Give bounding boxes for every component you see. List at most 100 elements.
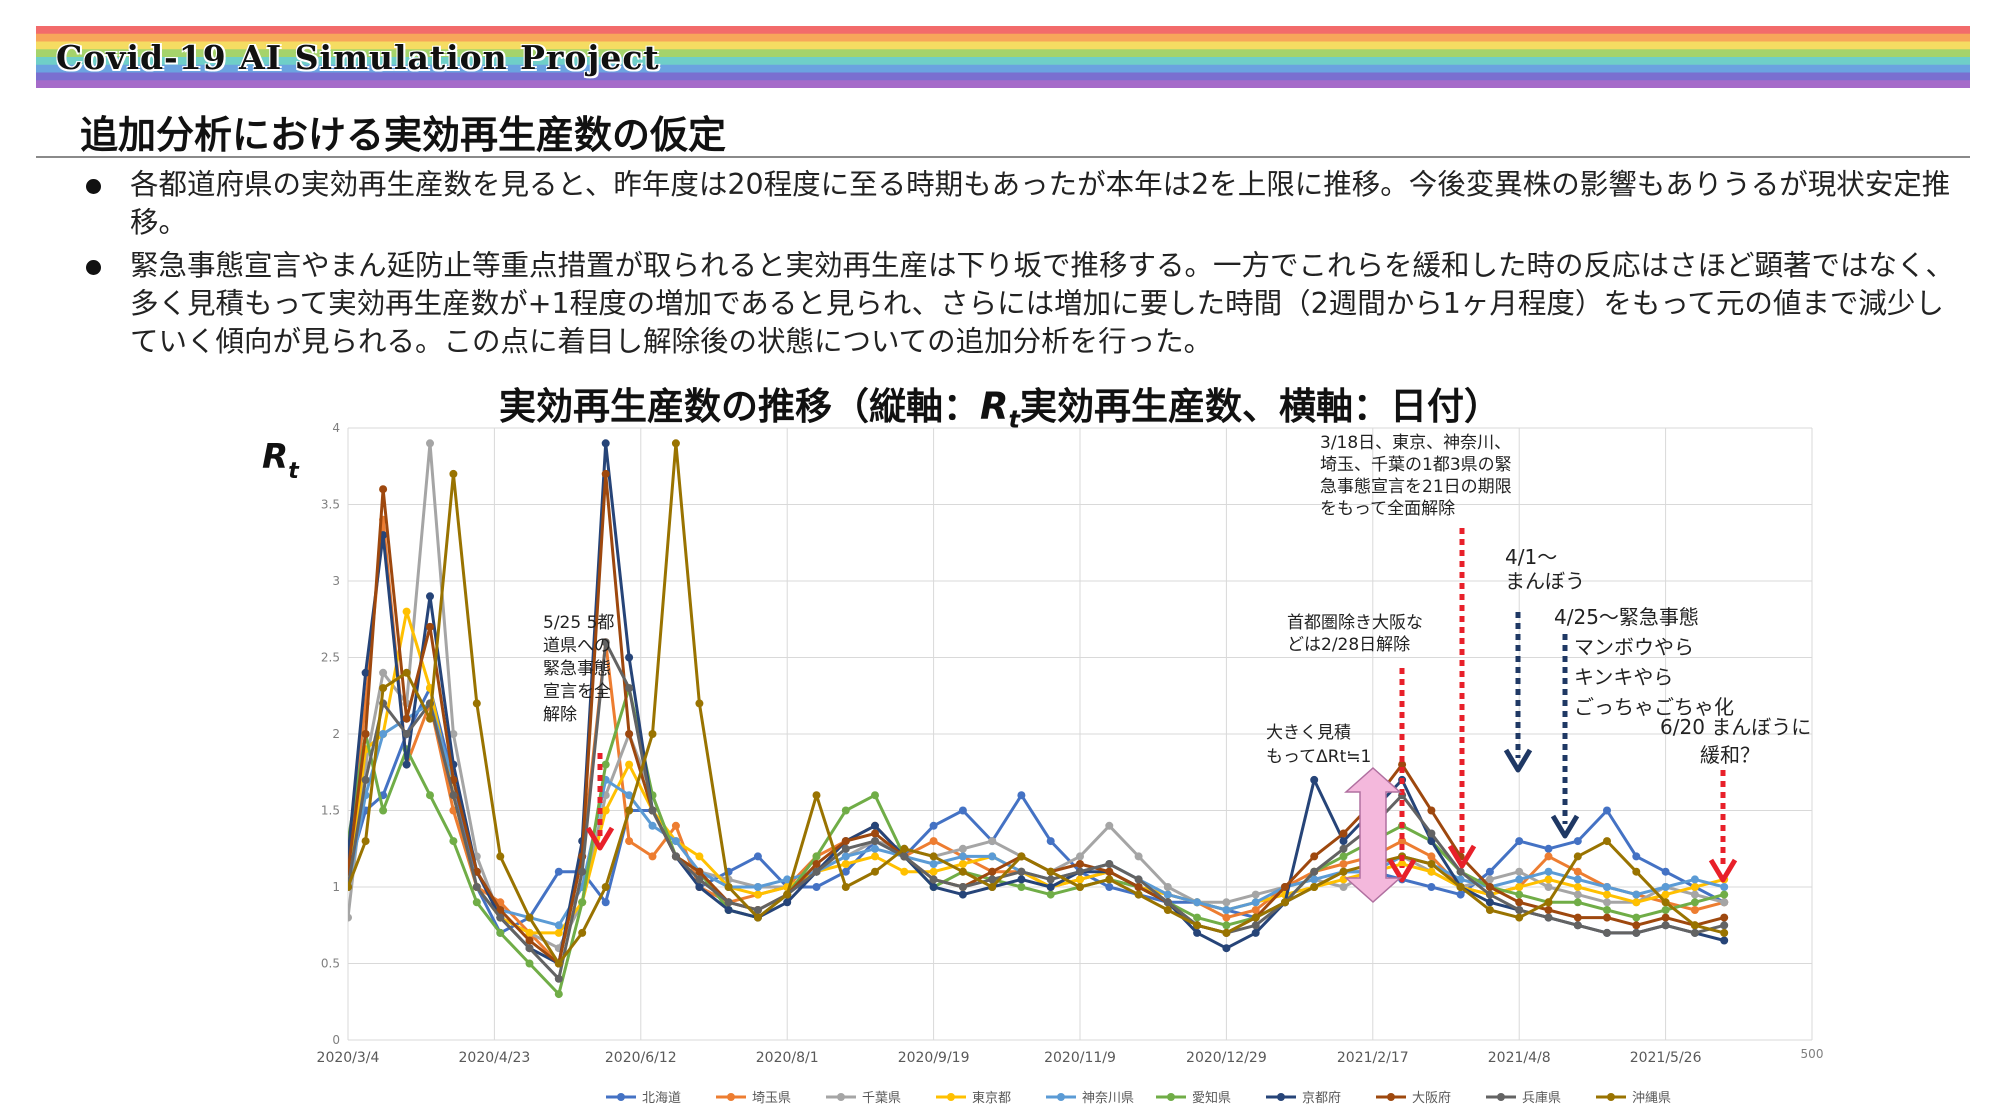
data-point bbox=[1515, 890, 1524, 899]
data-point bbox=[402, 760, 411, 769]
data-point bbox=[1632, 913, 1641, 922]
x-tick-label: 2021/2/17 bbox=[1337, 1050, 1409, 1066]
annotation-apr1: 4/1～まんぼう bbox=[1505, 545, 1585, 593]
rainbow-band bbox=[36, 33, 1970, 42]
data-point bbox=[812, 867, 821, 876]
data-point bbox=[1251, 921, 1260, 930]
data-point bbox=[361, 837, 370, 846]
data-point bbox=[988, 867, 997, 876]
data-point bbox=[1105, 860, 1114, 868]
data-point bbox=[379, 806, 388, 815]
bullet-dot-icon bbox=[86, 260, 101, 275]
annotation-jun20: 6/20 まんぼうに 緩和？ bbox=[1660, 715, 1811, 767]
data-point bbox=[871, 837, 879, 846]
legend-label: 神奈川県 bbox=[1082, 1091, 1134, 1106]
data-point bbox=[695, 867, 704, 876]
bullet-item: 緊急事態宣言やまん延防止等重点措置が取られると実効再生産は下り坂で推移する。一方… bbox=[82, 247, 1962, 361]
data-point bbox=[812, 860, 821, 868]
data-point bbox=[671, 852, 680, 861]
data-point bbox=[1661, 913, 1670, 922]
data-point bbox=[929, 883, 938, 891]
legend-layer: 北海道 埼玉県 千葉県 東京都 神奈川県 愛知県 京都府 大阪府 兵庫県 沖縄県 bbox=[606, 1090, 1671, 1106]
data-point bbox=[1163, 890, 1172, 899]
rainbow-band bbox=[36, 41, 1970, 50]
arrow-may25 bbox=[585, 753, 615, 851]
data-point bbox=[525, 913, 534, 922]
data-point bbox=[1690, 928, 1699, 937]
data-point bbox=[1603, 883, 1611, 891]
annotation-layer: 5/25 5都道県への緊急事態宣言を全解除 首都圏除き大阪などは2/28日解除 3/… bbox=[543, 433, 1811, 904]
data-point bbox=[1544, 883, 1553, 891]
data-point bbox=[988, 883, 997, 891]
data-point bbox=[1544, 906, 1553, 914]
data-point bbox=[1544, 913, 1553, 922]
data-point bbox=[871, 844, 879, 853]
data-point bbox=[1076, 852, 1084, 861]
data-point bbox=[1310, 883, 1319, 891]
data-point bbox=[1603, 898, 1611, 907]
data-point bbox=[402, 668, 411, 677]
data-point bbox=[1661, 883, 1670, 891]
y-tick-label: 3 bbox=[332, 574, 340, 588]
data-point bbox=[601, 760, 610, 769]
data-point bbox=[426, 439, 434, 448]
data-point bbox=[1105, 883, 1114, 891]
data-point bbox=[1485, 906, 1494, 914]
data-point bbox=[361, 668, 370, 677]
legend-label: 愛知県 bbox=[1192, 1090, 1231, 1106]
grid-layer bbox=[347, 427, 1813, 1041]
data-point bbox=[724, 898, 733, 907]
legend-label: 大阪府 bbox=[1412, 1091, 1451, 1106]
data-point bbox=[402, 730, 411, 738]
data-point bbox=[1046, 837, 1055, 846]
data-point bbox=[496, 906, 505, 914]
data-point bbox=[841, 837, 850, 846]
data-point bbox=[958, 883, 967, 891]
data-point bbox=[671, 837, 680, 846]
data-point bbox=[1398, 837, 1407, 846]
data-point bbox=[1310, 875, 1319, 884]
data-point bbox=[1544, 844, 1553, 853]
data-point bbox=[625, 837, 634, 846]
data-point bbox=[1339, 875, 1348, 884]
data-point bbox=[1222, 913, 1231, 922]
data-point bbox=[841, 860, 850, 868]
series-8 bbox=[348, 638, 1729, 983]
data-point bbox=[1046, 883, 1055, 891]
data-point bbox=[841, 806, 850, 815]
chart-title-before: 実効再生産数の推移（縦軸： bbox=[499, 385, 980, 428]
data-point bbox=[1339, 829, 1348, 838]
data-point bbox=[1456, 890, 1465, 899]
data-point bbox=[648, 821, 657, 830]
data-point bbox=[1222, 928, 1231, 937]
y-tick-label: 2.5 bbox=[321, 651, 340, 665]
data-point bbox=[601, 469, 610, 478]
data-point bbox=[1603, 913, 1611, 922]
data-point bbox=[1661, 898, 1670, 907]
data-point bbox=[1193, 921, 1202, 930]
data-point bbox=[1456, 883, 1465, 891]
x-tick-label: 2021/4/8 bbox=[1488, 1050, 1551, 1066]
data-point bbox=[1017, 791, 1026, 800]
data-point bbox=[1163, 906, 1172, 914]
data-point bbox=[601, 439, 610, 448]
data-point bbox=[1427, 883, 1436, 891]
data-point bbox=[601, 883, 610, 891]
legend-label: 京都府 bbox=[1302, 1091, 1341, 1106]
y-tick-label: 0.5 bbox=[321, 957, 340, 971]
arrow-apr1 bbox=[1503, 612, 1533, 773]
data-point bbox=[1544, 852, 1553, 861]
data-point bbox=[1603, 928, 1611, 937]
legend-item: 東京都 bbox=[936, 1090, 1011, 1106]
data-point bbox=[1632, 921, 1641, 930]
x-end-label: 500 bbox=[1801, 1047, 1824, 1061]
data-point bbox=[724, 883, 733, 891]
data-point bbox=[1661, 890, 1670, 899]
data-point bbox=[1720, 898, 1729, 907]
chart-title-var: R bbox=[980, 385, 1009, 428]
data-point bbox=[1105, 821, 1114, 830]
series-9 bbox=[348, 439, 1729, 968]
data-point bbox=[1690, 875, 1699, 884]
data-point bbox=[554, 974, 563, 983]
data-point bbox=[601, 806, 610, 815]
